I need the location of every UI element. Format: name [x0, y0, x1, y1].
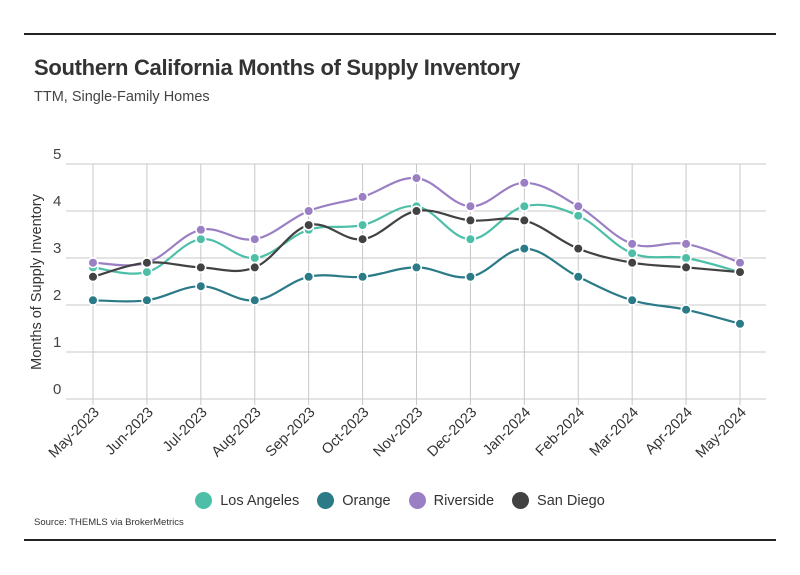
data-point-orange — [734, 318, 746, 330]
x-tick-labels: May-2023 Jun-2023 Jul-2023Aug-2023Sep-2023… — [46, 405, 750, 462]
x-tick-label: Sep-2023 — [263, 405, 319, 461]
data-point-orange — [464, 271, 477, 283]
data-point-san-diego — [195, 261, 207, 274]
x-tick-label: Apr-2024 — [642, 405, 695, 458]
data-point-san-diego — [87, 271, 99, 283]
data-point-riverside — [680, 238, 692, 250]
legend-item-los-angeles: Los Angeles — [195, 492, 299, 509]
data-point-orange — [518, 243, 530, 255]
y-tick-label: 1 — [53, 334, 61, 351]
data-point-los-angeles — [572, 210, 584, 222]
x-tick-label: May-2023 — [46, 405, 103, 462]
data-point-san-diego — [249, 261, 261, 274]
y-tick-label: 0 — [53, 381, 61, 398]
data-point-san-diego — [734, 266, 746, 278]
y-tick-labels: 0 1 2 3 4 5 — [53, 146, 61, 398]
data-point-los-angeles — [195, 233, 207, 245]
bottom-rule — [24, 539, 776, 541]
data-point-san-diego — [141, 257, 153, 269]
data-point-los-angeles — [356, 219, 369, 231]
series-points — [87, 172, 746, 330]
x-tick-label: Aug-2023 — [209, 405, 265, 461]
data-point-los-angeles — [464, 233, 477, 245]
data-point-riverside — [303, 205, 315, 217]
legend-label: Los Angeles — [220, 492, 300, 509]
data-point-orange — [87, 294, 99, 306]
top-rule — [24, 33, 776, 35]
x-tick-label: Jan-2024 — [480, 405, 534, 459]
legend-swatch — [512, 492, 530, 509]
legend: Los Angeles Orange Riverside San Diego — [0, 492, 800, 509]
data-point-orange — [572, 271, 584, 283]
data-point-orange — [195, 280, 207, 292]
source-note: Source: THEMLS via BrokerMetrics — [34, 517, 184, 528]
chart-title: Southern California Months of Supply Inv… — [34, 55, 521, 80]
legend-label: San Diego — [537, 492, 605, 509]
data-point-san-diego — [410, 205, 423, 217]
data-point-orange — [303, 271, 315, 283]
data-point-san-diego — [572, 243, 584, 255]
data-point-los-angeles — [680, 252, 692, 264]
legend-label: Orange — [342, 492, 391, 509]
x-tick-label: Jul-2023 — [160, 405, 211, 456]
data-point-orange — [626, 294, 638, 306]
grid-lines — [66, 163, 766, 405]
legend-swatch — [317, 492, 335, 509]
legend-swatch — [195, 492, 213, 509]
data-point-riverside — [464, 200, 477, 212]
data-point-los-angeles — [249, 252, 261, 264]
data-point-san-diego — [303, 219, 315, 231]
x-tick-label: Mar-2024 — [587, 405, 642, 460]
data-point-orange — [141, 294, 153, 306]
data-point-riverside — [734, 257, 746, 269]
data-point-riverside — [356, 191, 369, 203]
data-point-los-angeles — [518, 200, 530, 212]
data-point-los-angeles — [141, 266, 153, 278]
data-point-orange — [680, 304, 692, 316]
data-point-orange — [410, 261, 423, 274]
data-point-san-diego — [518, 214, 530, 226]
y-tick-label: 3 — [53, 240, 61, 257]
legend-item-orange: Orange — [317, 492, 391, 509]
data-point-orange — [356, 271, 369, 283]
data-point-riverside — [518, 177, 530, 189]
data-point-orange — [249, 294, 261, 306]
data-point-san-diego — [464, 214, 477, 226]
x-tick-label: Oct-2023 — [319, 405, 372, 458]
data-point-riverside — [626, 238, 638, 250]
data-point-riverside — [87, 257, 99, 269]
legend-swatch — [408, 492, 426, 509]
y-tick-label: 2 — [53, 287, 61, 304]
x-tick-label: Jun-2023 — [103, 405, 157, 459]
x-tick-label: Dec-2023 — [424, 405, 480, 461]
data-point-san-diego — [626, 257, 638, 269]
x-tick-label: May-2024 — [693, 405, 750, 462]
x-tick-label: Nov-2023 — [371, 405, 427, 461]
legend-label: Riverside — [433, 492, 495, 509]
y-axis-label: Months of Supply Inventory — [29, 193, 45, 369]
data-point-los-angeles — [626, 247, 638, 259]
legend-item-riverside: Riverside — [408, 492, 495, 509]
data-point-riverside — [195, 224, 207, 236]
data-point-san-diego — [680, 261, 692, 274]
y-tick-label: 4 — [53, 193, 61, 210]
data-point-riverside — [249, 233, 261, 245]
x-tick-label: Feb-2024 — [533, 405, 588, 460]
legend-item-san-diego: San Diego — [512, 492, 605, 509]
data-point-san-diego — [356, 233, 369, 245]
data-point-riverside — [410, 172, 423, 184]
data-point-riverside — [572, 200, 584, 212]
chart-subtitle: TTM, Single-Family Homes — [34, 89, 210, 105]
y-tick-label: 5 — [53, 146, 61, 163]
